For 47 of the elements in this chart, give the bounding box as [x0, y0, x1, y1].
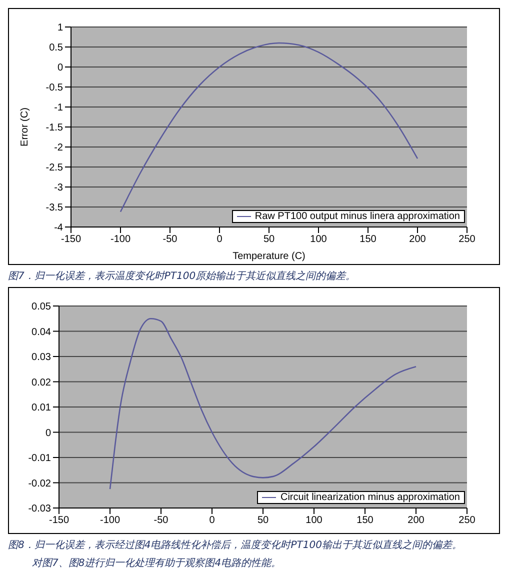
y-tick-label: -1 [54, 102, 64, 114]
y-tick-label: 0.03 [32, 352, 52, 364]
x-tick-label: 0 [209, 515, 216, 526]
x-tick-label: -50 [154, 515, 169, 526]
x-tick-label: 50 [257, 515, 269, 526]
y-tick-label: -0.03 [28, 504, 52, 515]
x-tick-label: 100 [306, 515, 323, 526]
x-tick-label: 250 [458, 515, 476, 526]
y-tick-label: 0.04 [32, 326, 52, 338]
line-series [109, 318, 417, 490]
x-tick-label: 0 [216, 234, 223, 246]
y-tick-label: -3.5 [46, 202, 64, 214]
y-tick-label: -0.5 [46, 82, 64, 94]
y-tick-label: -4 [54, 222, 64, 234]
y-axis-title: Error (C) [20, 108, 31, 146]
y-tick-label: 0.05 [32, 302, 52, 313]
y-tick-label: 0.5 [49, 42, 64, 54]
y-tick-label: -0.02 [28, 478, 52, 490]
line-series [120, 42, 418, 212]
y-tick-label: 0 [45, 428, 52, 439]
x-tick-label: 200 [408, 515, 425, 526]
text: 对图7、图8进行归一化处理有助于观察图4电路的性能。 [31, 556, 282, 570]
y-tick-label: -3 [54, 182, 64, 194]
x-tick-label: 200 [409, 234, 426, 246]
y-tick-label: 1 [57, 22, 64, 34]
x-tick-label: 150 [356, 515, 374, 526]
caption: 图8．归一化误差，表示经过图4电路线性化补偿后，温度变化时PT100输出于其近似直线之间的偏差。 [8, 538, 463, 552]
x-tick-label: 150 [360, 234, 377, 246]
caption: 图7．归一化误差，表示温度变化时PT100原始输出于其近似直线之间的偏差。 [8, 270, 357, 283]
x-tick-label: 100 [310, 234, 328, 246]
x-tick-label: -150 [60, 234, 82, 246]
y-tick-label: 0 [57, 62, 64, 74]
y-tick-label: -0.01 [28, 453, 52, 464]
y-tick-label: 0.01 [32, 402, 52, 414]
legend-label: Raw PT100 output minus linera approximation [254, 211, 460, 222]
legend-label: Circuit linearization minus approximation [280, 492, 460, 503]
x-tick-label: 250 [458, 234, 476, 246]
x-tick-label: 50 [263, 234, 275, 246]
y-tick-label: -2.5 [46, 162, 64, 174]
y-tick-label: 0.02 [32, 377, 52, 388]
x-tick-label: -100 [110, 234, 131, 246]
x-tick-label: -100 [100, 515, 120, 526]
y-tick-label: -1.5 [46, 122, 64, 134]
x-axis-title: Temperature (C) [232, 251, 306, 262]
x-tick-label: -50 [162, 234, 178, 246]
x-tick-label: -150 [48, 515, 70, 526]
y-tick-label: -2 [54, 142, 64, 154]
